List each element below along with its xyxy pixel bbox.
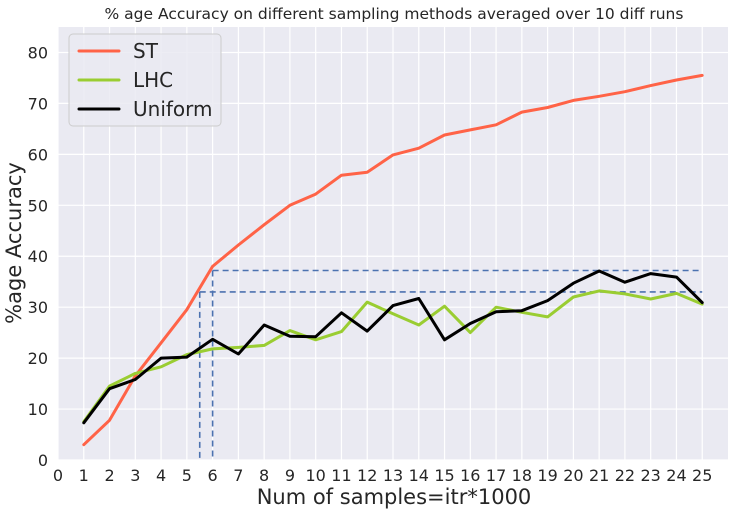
x-tick-label: 15 xyxy=(434,466,454,485)
x-tick-label: 9 xyxy=(285,466,295,485)
legend: ST LHC Uniform xyxy=(68,33,222,127)
x-tick-label: 13 xyxy=(383,466,403,485)
x-tick-label: 19 xyxy=(537,466,557,485)
x-tick-label: 12 xyxy=(357,466,377,485)
y-tick-label: 30 xyxy=(28,298,48,317)
x-tick-label: 18 xyxy=(512,466,532,485)
x-tick-label: 5 xyxy=(182,466,192,485)
x-tick-label: 16 xyxy=(460,466,480,485)
legend-label-st: ST xyxy=(133,39,159,63)
y-axis-label: %age Accuracy xyxy=(2,162,26,324)
legend-label-lhc: LHC xyxy=(133,68,173,92)
x-tick-label: 11 xyxy=(331,466,351,485)
x-tick-label: 14 xyxy=(409,466,429,485)
x-tick-label: 2 xyxy=(104,466,114,485)
x-tick-label: 10 xyxy=(306,466,326,485)
x-tick-label: 24 xyxy=(666,466,686,485)
x-tick-label: 20 xyxy=(563,466,583,485)
x-tick-label: 25 xyxy=(692,466,712,485)
x-tick-labels: 0 1 2 3 4 5 6 7 8 9 10 11 12 13 14 15 16 17 18 19 20 21 22 23 24… xyxy=(53,466,713,485)
series-line-lhc xyxy=(82,289,704,424)
x-tick-label: 21 xyxy=(589,466,609,485)
x-tick-label: 3 xyxy=(130,466,140,485)
x-tick-label: 22 xyxy=(615,466,635,485)
x-tick-label: 1 xyxy=(79,466,89,485)
series-line-st xyxy=(82,73,704,447)
y-tick-label: 80 xyxy=(28,43,48,62)
y-tick-label: 70 xyxy=(28,94,48,113)
y-tick-label: 10 xyxy=(28,400,48,419)
y-tick-label: 20 xyxy=(28,349,48,368)
y-tick-label: 0 xyxy=(38,451,48,470)
x-axis-label: Num of samples=itr*1000 xyxy=(257,485,532,509)
y-tick-label: 50 xyxy=(28,196,48,215)
y-tick-label: 60 xyxy=(28,145,48,164)
y-tick-label: 40 xyxy=(28,247,48,266)
legend-box xyxy=(68,33,222,127)
x-tick-label: 4 xyxy=(156,466,166,485)
x-tick-label: 6 xyxy=(208,466,218,485)
reference-lines xyxy=(198,269,703,460)
x-tick-label: 17 xyxy=(486,466,506,485)
chart-title: % age Accuracy on different sampling met… xyxy=(105,5,684,23)
legend-label-uniform: Uniform xyxy=(133,97,213,121)
x-tick-label: 8 xyxy=(259,466,269,485)
x-tick-label: 7 xyxy=(233,466,243,485)
series-lines xyxy=(82,73,704,447)
series-line-uniform xyxy=(82,269,704,425)
x-tick-label: 0 xyxy=(53,466,63,485)
y-tick-labels: 0 10 20 30 40 50 60 70 80 xyxy=(28,43,48,470)
x-tick-label: 23 xyxy=(641,466,661,485)
